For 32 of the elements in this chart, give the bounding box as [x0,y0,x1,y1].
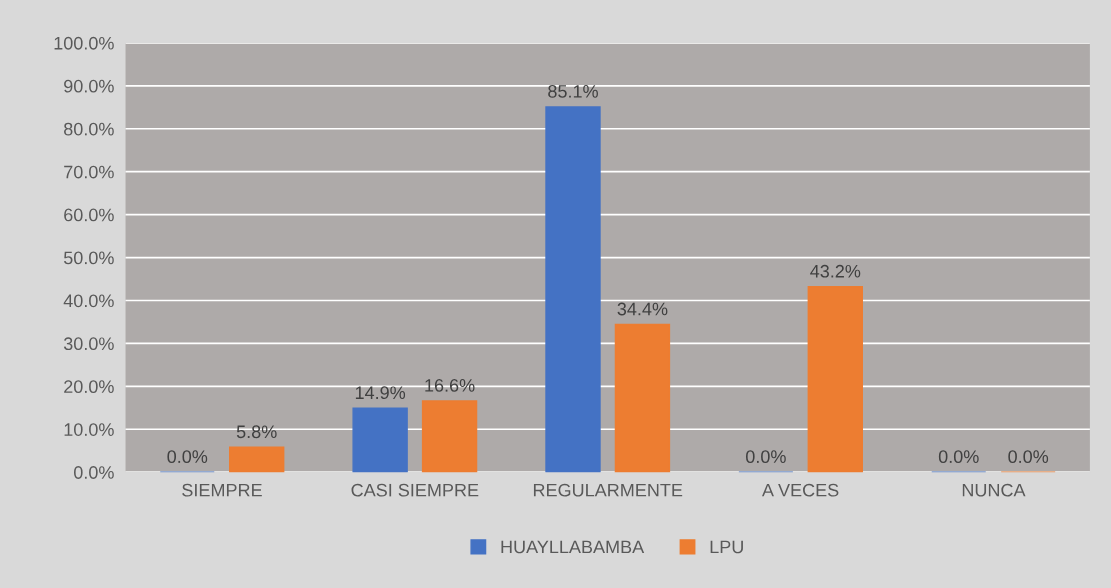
data-label: 14.9% [355,386,406,400]
data-label: 85.1% [548,84,598,98]
x-tick-label: REGULARMENTE [533,483,683,497]
x-tick-label: SIEMPRE [182,483,262,497]
bar [352,407,408,473]
data-label: 0.0% [1008,450,1049,464]
y-tick-label: 90.0% [64,79,114,93]
x-tick-label: NUNCA [962,483,1026,497]
y-tick-label: 20.0% [64,380,114,394]
y-tick-label: 40.0% [63,294,114,308]
legend-label: HUAYLLABAMBA [501,540,645,554]
bar [614,323,671,473]
y-tick-label: 70.0% [64,165,114,179]
data-label: 0.0% [746,450,786,464]
y-tick-label: 80.0% [64,122,114,136]
legend-label: LPU [710,540,743,554]
y-tick-label: 60.0% [64,208,114,222]
bar [421,400,478,473]
y-tick-label: 100.0% [54,36,114,50]
y-tick-label: 0.0% [73,466,114,479]
data-label: 34.4% [617,302,668,316]
data-label: 0.0% [938,450,979,464]
bar [807,286,863,473]
y-tick-label: 30.0% [63,337,114,351]
bar [228,446,285,473]
bar [545,106,601,473]
data-label: 43.2% [810,264,861,278]
data-label: 0.0% [167,450,208,464]
x-tick-label: CASI SIEMPRE [351,483,479,497]
y-tick-label: 10.0% [64,423,114,436]
y-tick-label: 50.0% [63,251,114,265]
x-tick-label: A VECES [761,483,839,497]
